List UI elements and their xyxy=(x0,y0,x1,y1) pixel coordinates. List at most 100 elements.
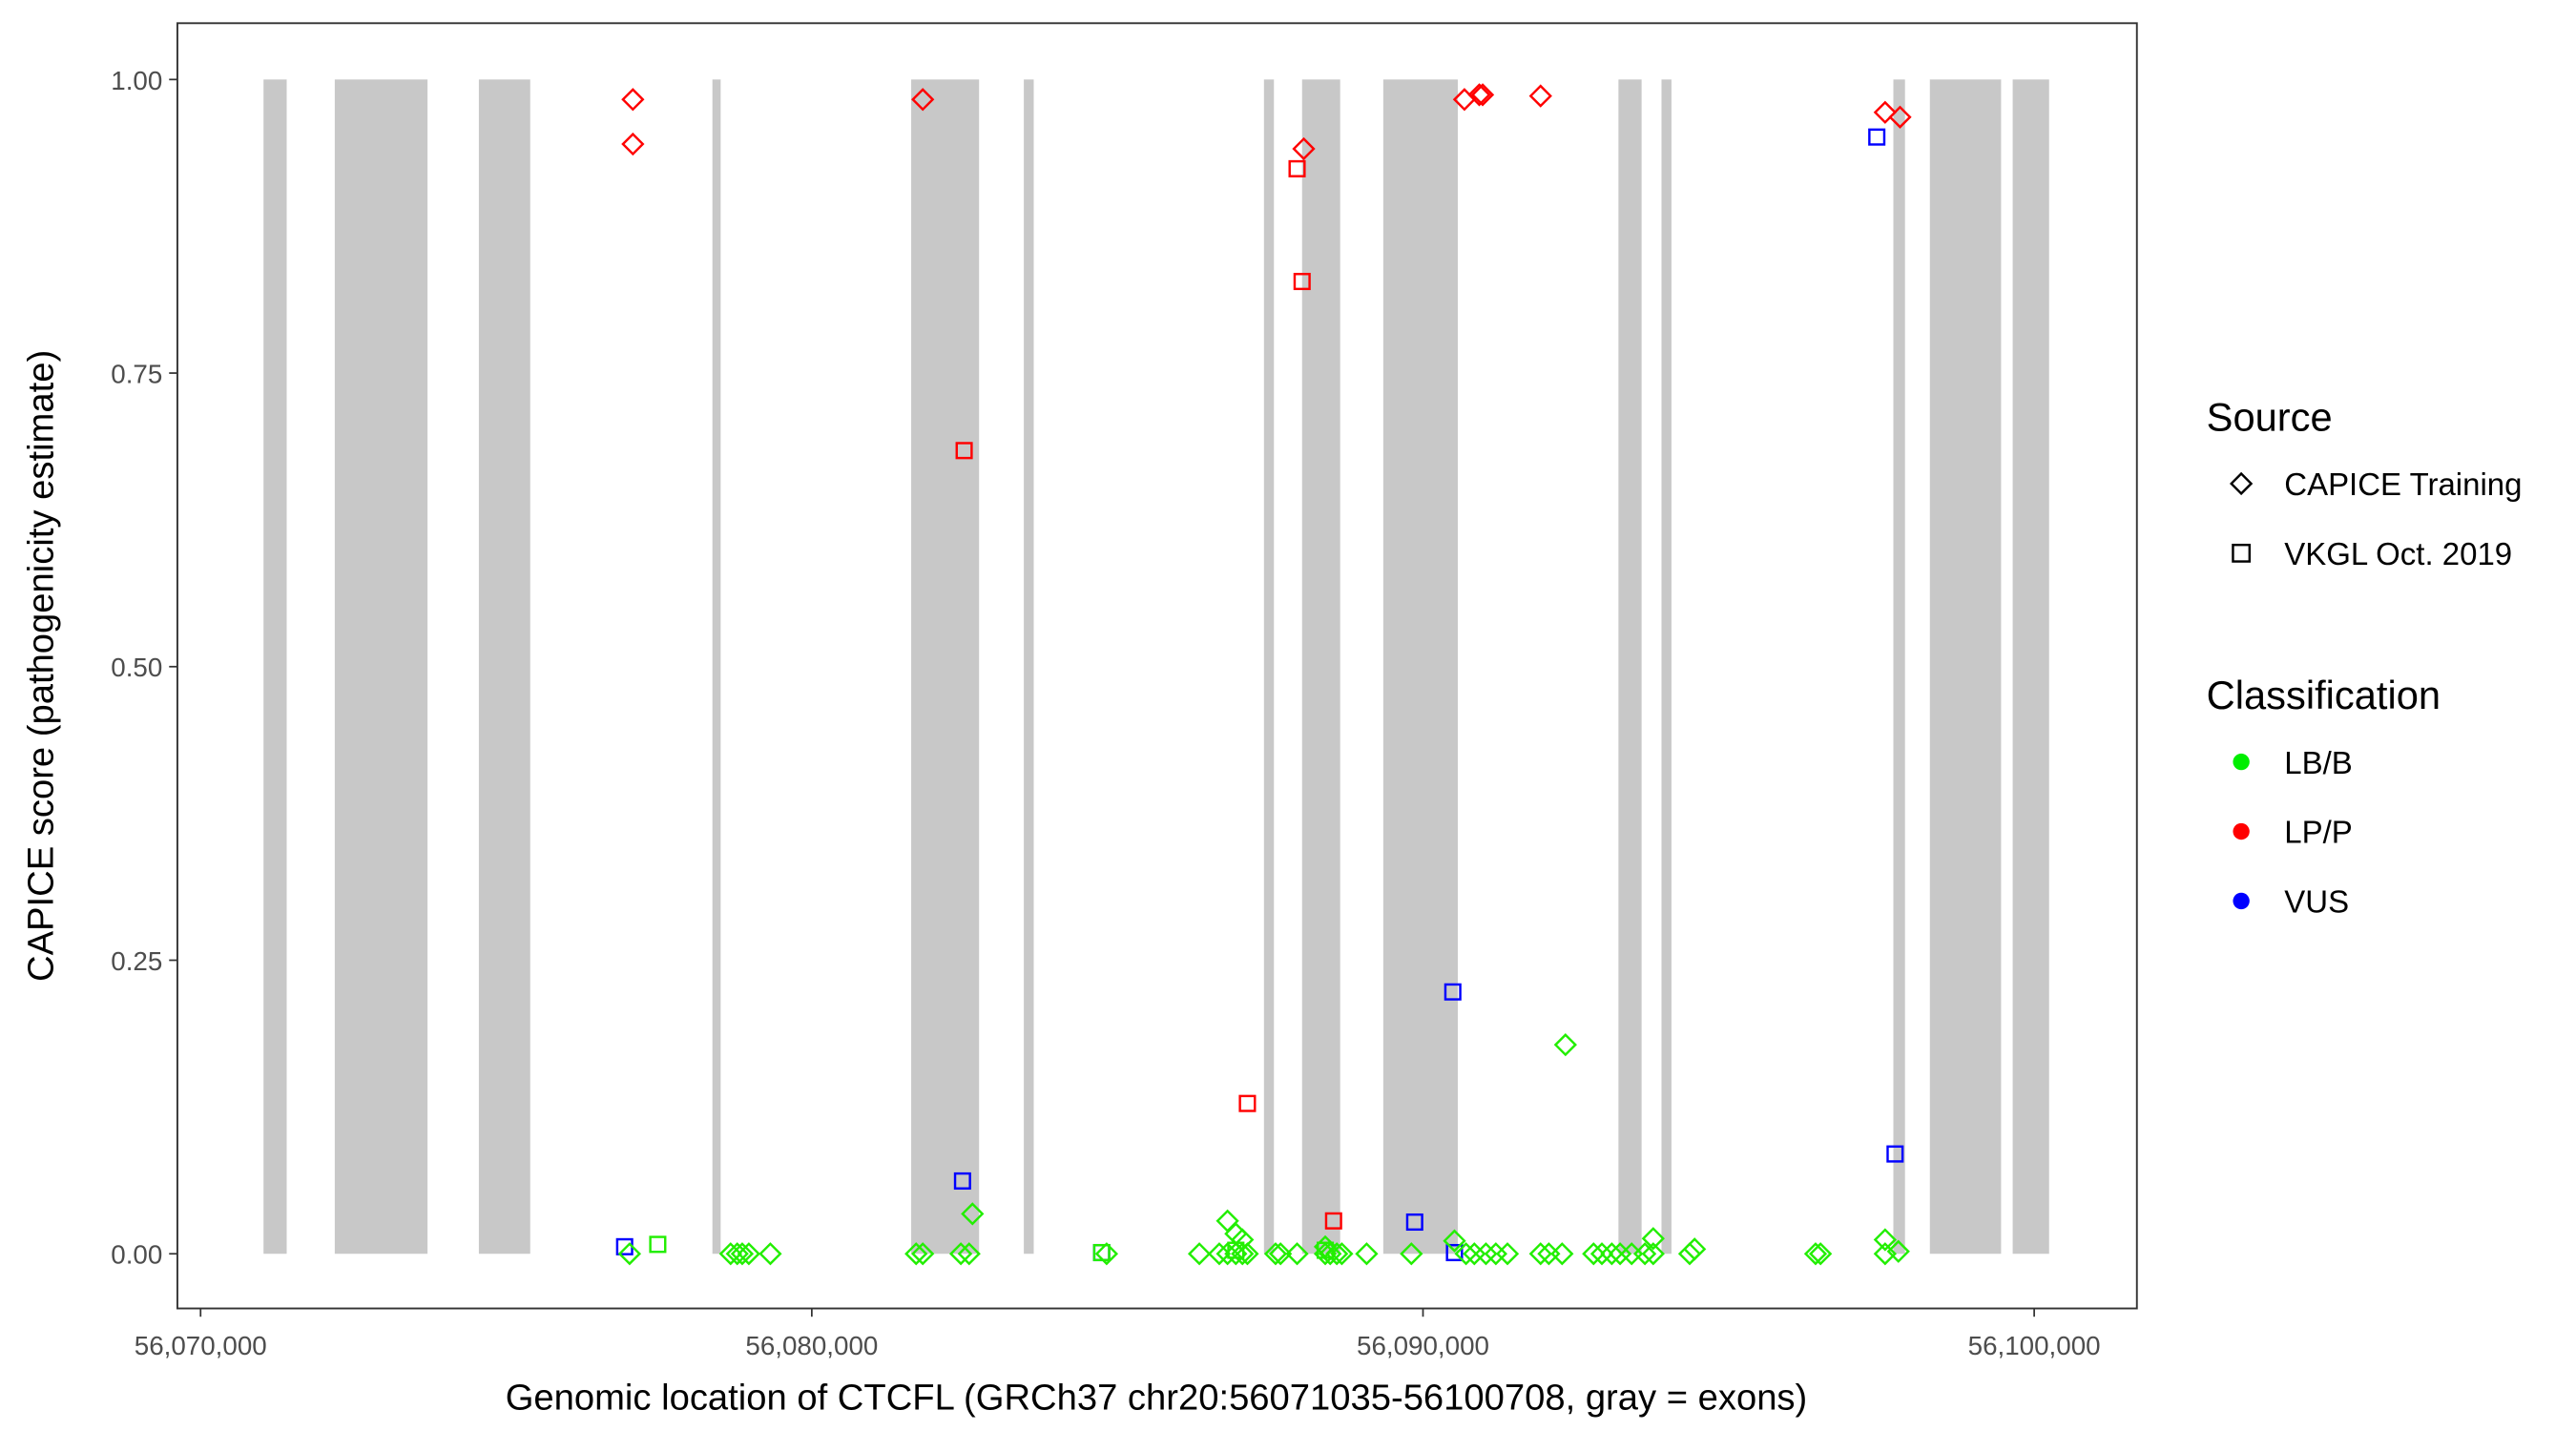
point-capice-lbb xyxy=(1632,1242,1657,1266)
point-capice-lbb xyxy=(1600,1242,1624,1266)
point-capice-lbb xyxy=(737,1242,761,1266)
point-vkgl-vus xyxy=(1444,983,1462,1001)
y-tick-label: 0.75 xyxy=(111,359,162,388)
y-axis: 0.00 0.25 0.50 0.75 1.00 xyxy=(111,66,177,1270)
point-capice-lbb xyxy=(957,1242,981,1266)
exon-band xyxy=(1929,79,2002,1255)
point-capice-lbb xyxy=(1231,1242,1255,1266)
point-capice-lbb xyxy=(1582,1242,1606,1266)
legend-lpp-dot-icon xyxy=(2233,822,2250,840)
point-capice-lbb xyxy=(617,1242,642,1266)
point-capice-lbb xyxy=(1677,1242,1702,1266)
point-capice-lbb xyxy=(1537,1242,1561,1266)
point-capice-lbb xyxy=(1809,1242,1833,1266)
point-capice-lbb xyxy=(1873,1242,1898,1266)
plot-panel-border xyxy=(176,22,2138,1310)
point-capice-lbb xyxy=(1224,1222,1248,1246)
point-capice-lbb xyxy=(1400,1242,1423,1266)
x-tick-label: 56,080,000 xyxy=(745,1331,878,1360)
point-capice-lbb xyxy=(1641,1242,1665,1266)
point-capice-lbb xyxy=(1355,1242,1379,1266)
point-capice-lpp xyxy=(1470,83,1495,107)
point-capice-lpp xyxy=(621,132,645,156)
x-tick-label: 56,090,000 xyxy=(1357,1331,1489,1360)
point-capice-lbb xyxy=(1231,1228,1255,1252)
point-capice-lbb xyxy=(904,1242,928,1266)
point-capice-lpp xyxy=(1528,84,1552,108)
point-capice-lpp xyxy=(1467,83,1491,107)
legend-lbb-dot-icon xyxy=(2233,753,2250,771)
legend-source-title: Source xyxy=(2207,394,2333,439)
legend-source-capice: CAPICE Training xyxy=(2284,467,2522,502)
point-capice-lbb xyxy=(1803,1242,1828,1266)
legend-class-title: Classification xyxy=(2207,673,2441,717)
exon-band xyxy=(712,79,721,1255)
point-vkgl-vus xyxy=(1405,1213,1423,1232)
point-capice-lbb xyxy=(1474,1242,1498,1266)
exon-band xyxy=(1301,79,1340,1255)
point-capice-lbb xyxy=(1094,1242,1119,1266)
point-capice-lpp xyxy=(1873,100,1898,124)
point-capice-lpp xyxy=(621,88,645,112)
exon-band xyxy=(334,79,428,1255)
point-vkgl-vus xyxy=(1445,1243,1464,1262)
point-capice-lbb xyxy=(1589,1242,1614,1266)
point-capice-lpp xyxy=(911,88,935,112)
point-capice-lbb xyxy=(1443,1229,1466,1253)
point-capice-lbb xyxy=(911,1242,935,1266)
x-axis: 56,070,000 56,080,000 56,090,000 56,100,000 xyxy=(135,1308,2101,1360)
point-capice-lbb xyxy=(1873,1228,1898,1252)
y-axis-title: CAPICE score (pathogenicity estimate) xyxy=(21,350,62,982)
data-points xyxy=(615,83,1912,1266)
y-tick-label: 0.25 xyxy=(111,946,162,976)
point-capice-lbb xyxy=(1528,1242,1552,1266)
point-capice-lbb xyxy=(730,1242,755,1266)
point-capice-lbb xyxy=(1285,1242,1309,1266)
legend-vus-dot-icon xyxy=(2233,892,2250,910)
exon-band xyxy=(911,79,980,1255)
legend-source-vkgl: VKGL Oct. 2019 xyxy=(2284,536,2512,571)
point-capice-lbb xyxy=(1330,1242,1354,1266)
point-capice-lbb xyxy=(1886,1239,1910,1263)
x-axis-title: Genomic location of CTCFL (GRCh37 chr20:… xyxy=(506,1377,1808,1418)
point-vkgl-lbb xyxy=(649,1235,667,1254)
point-capice-lbb xyxy=(1236,1242,1259,1266)
point-capice-lbb xyxy=(1495,1242,1520,1266)
point-capice-lbb xyxy=(1215,1242,1239,1266)
point-capice-lbb xyxy=(1683,1237,1707,1261)
point-capice-lbb xyxy=(1215,1209,1239,1233)
point-capice-lbb xyxy=(1187,1242,1212,1266)
point-vkgl-lpp xyxy=(1293,273,1311,291)
exon-band xyxy=(478,79,530,1255)
point-capice-lpp xyxy=(1292,136,1316,161)
legend-class-lpp: LP/P xyxy=(2284,815,2352,850)
point-capice-lbb xyxy=(1454,1242,1478,1266)
exon-band xyxy=(2012,79,2049,1255)
point-vkgl-vus xyxy=(1868,128,1886,146)
x-tick-label: 56,100,000 xyxy=(1968,1331,2101,1360)
exon-band xyxy=(1382,79,1458,1255)
y-tick-label: 0.50 xyxy=(111,653,162,682)
legend-square-icon xyxy=(2232,543,2252,563)
exon-band xyxy=(1893,79,1905,1255)
point-vkgl-vus xyxy=(615,1237,634,1255)
legend-diamond-icon xyxy=(2229,471,2254,496)
point-vkgl-lpp xyxy=(955,442,973,460)
exon-band xyxy=(1263,79,1275,1255)
legend: Source CAPICE Training VKGL Oct. 2019 Cl… xyxy=(2207,394,2523,919)
y-tick-label: 1.00 xyxy=(111,66,162,95)
exon-band xyxy=(1024,79,1034,1255)
point-capice-lbb xyxy=(758,1242,782,1266)
x-tick-label: 56,070,000 xyxy=(135,1331,267,1360)
point-vkgl-lpp xyxy=(1238,1094,1257,1112)
point-vkgl-lpp xyxy=(1324,1212,1342,1230)
point-capice-lbb xyxy=(1269,1242,1293,1266)
point-capice-lpp xyxy=(1888,105,1912,129)
point-capice-lbb xyxy=(1550,1242,1574,1266)
point-capice-lbb xyxy=(1207,1242,1232,1266)
exon-band xyxy=(1618,79,1642,1255)
exon-band xyxy=(263,79,287,1255)
exon-bands xyxy=(263,79,2049,1255)
legend-class-vus: VUS xyxy=(2284,884,2349,920)
point-capice-lbb xyxy=(961,1202,985,1226)
